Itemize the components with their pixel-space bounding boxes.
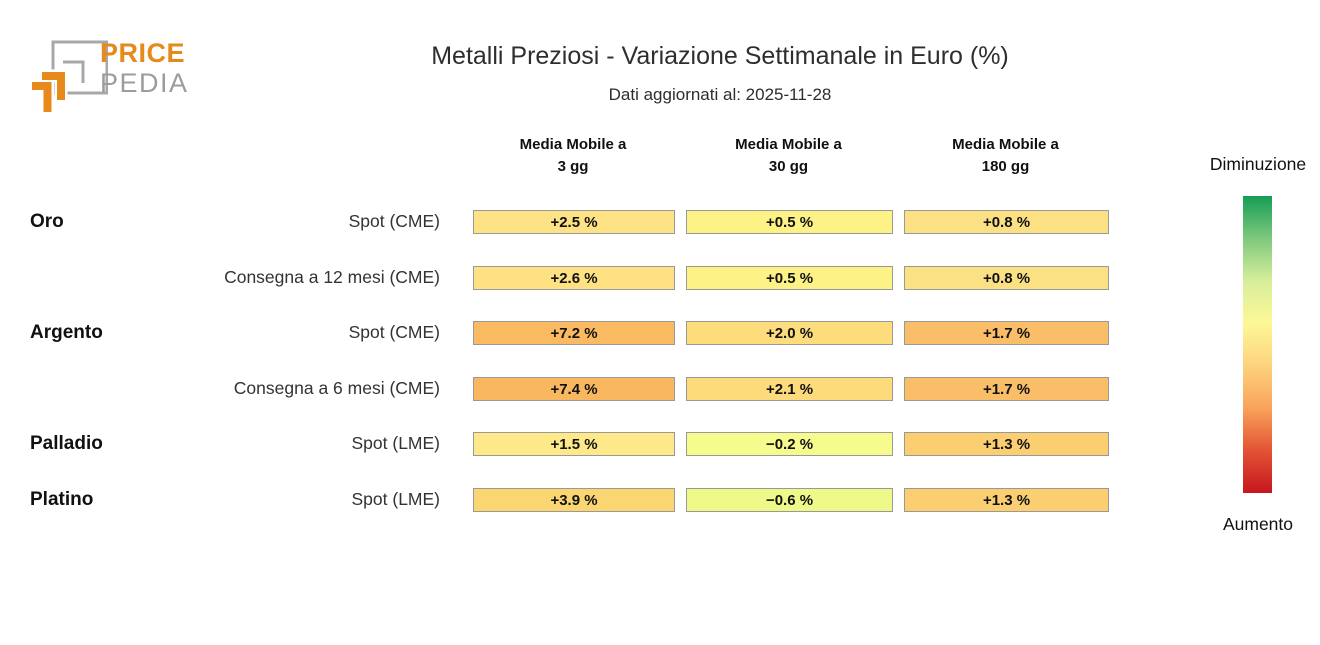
chart-subtitle: Dati aggiornati al: 2025-11-28: [608, 85, 832, 104]
heatmap-cell: −0.6 %: [686, 488, 893, 512]
pricepedia-logo-text: PRICE PEDIA: [100, 40, 189, 97]
heatmap-cell: +7.4 %: [473, 377, 675, 401]
legend-colorbar: [1243, 196, 1272, 493]
group-label-platino: Platino: [30, 488, 94, 510]
row-label: Spot (CME): [348, 322, 440, 342]
heatmap-cell: −0.2 %: [686, 432, 893, 456]
pricepedia-logo: PRICE PEDIA: [32, 34, 242, 120]
heatmap-cell: +7.2 %: [473, 321, 675, 345]
column-header-line1: Media Mobile a: [952, 136, 1059, 153]
heatmap-cell: +1.5 %: [473, 432, 675, 456]
heatmap-cell: +0.5 %: [686, 266, 893, 290]
pricepedia-logo-icon: [32, 40, 108, 112]
row-label: Consegna a 12 mesi (CME): [224, 267, 440, 287]
legend-label-aumento: Aumento: [1222, 514, 1294, 534]
heatmap-cell: +0.5 %: [686, 210, 893, 234]
column-header-line2: 30 gg: [768, 158, 809, 175]
column-header-3gg: Media Mobile a 3 gg: [473, 134, 673, 178]
legend-label-diminuzione: Diminuzione: [1209, 154, 1307, 174]
group-label-oro: Oro: [30, 210, 64, 232]
column-header-line1: Media Mobile a: [519, 136, 627, 153]
logo-brand-top: PRICE: [100, 38, 186, 68]
heatmap-cell: +2.1 %: [686, 377, 893, 401]
heatmap-cell: +1.3 %: [904, 432, 1109, 456]
heatmap-cell: +1.3 %: [904, 488, 1109, 512]
column-header-line2: 3 gg: [557, 158, 589, 175]
column-header-180gg: Media Mobile a 180 gg: [904, 134, 1107, 178]
row-label: Consegna a 6 mesi (CME): [233, 378, 440, 398]
logo-brand-bottom: PEDIA: [100, 68, 189, 98]
group-label-argento: Argento: [30, 321, 103, 343]
heatmap-cell: +2.0 %: [686, 321, 893, 345]
column-header-line1: Media Mobile a: [735, 136, 842, 153]
column-header-line2: 180 gg: [981, 158, 1030, 175]
row-label: Spot (LME): [351, 489, 441, 509]
heatmap-cell: +0.8 %: [904, 210, 1109, 234]
heatmap-cell: +2.5 %: [473, 210, 675, 234]
row-label: Spot (CME): [348, 211, 440, 231]
column-header-30gg: Media Mobile a 30 gg: [686, 134, 891, 178]
heatmap-cell: +1.7 %: [904, 321, 1109, 345]
heatmap-cell: +0.8 %: [904, 266, 1109, 290]
heatmap-cell: +2.6 %: [473, 266, 675, 290]
heatmap-cell: +1.7 %: [904, 377, 1109, 401]
row-label: Spot (LME): [351, 433, 441, 453]
group-label-palladio: Palladio: [30, 432, 103, 454]
heatmap-cell: +3.9 %: [473, 488, 675, 512]
chart-title: Metalli Preziosi - Variazione Settimanal…: [431, 42, 1009, 70]
